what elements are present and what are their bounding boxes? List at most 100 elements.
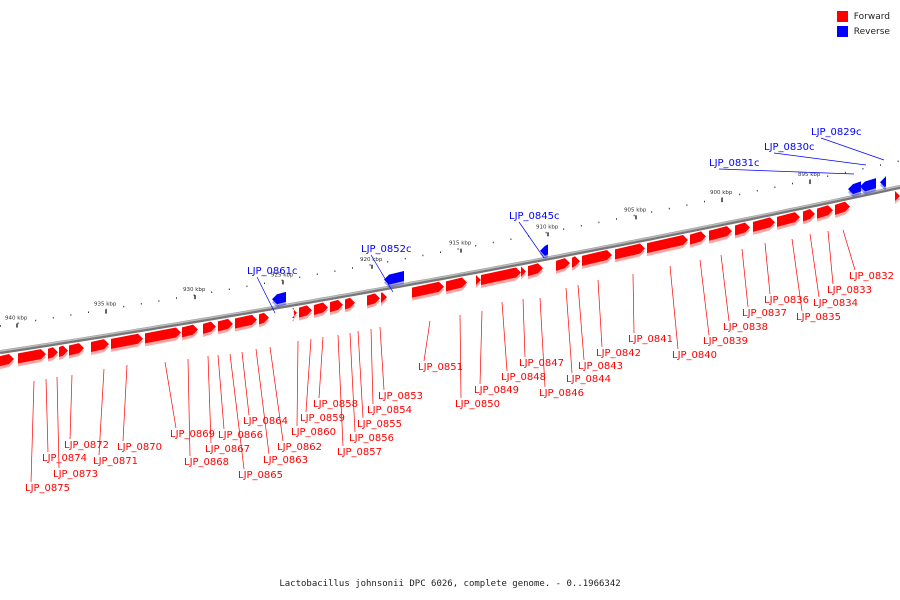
reverse-gene-label[interactable]: LJP_0852c: [361, 244, 412, 255]
forward-gene-label[interactable]: LJP_0874: [42, 453, 87, 464]
forward-gene-label[interactable]: LJP_0869: [170, 429, 215, 440]
forward-gene[interactable]: [48, 347, 58, 362]
forward-gene[interactable]: [615, 243, 645, 263]
forward-gene-label[interactable]: LJP_0833: [827, 285, 872, 296]
forward-gene-label[interactable]: LJP_0832: [849, 271, 894, 282]
forward-gene-label[interactable]: LJP_0834: [813, 298, 858, 309]
minor-tick: [0, 325, 1, 327]
forward-gene[interactable]: [817, 205, 833, 222]
forward-gene[interactable]: [18, 349, 46, 367]
reverse-gene-label[interactable]: LJP_0830c: [764, 142, 815, 153]
forward-gene[interactable]: [647, 235, 688, 257]
forward-gene[interactable]: [446, 277, 467, 295]
forward-gene[interactable]: [412, 281, 444, 301]
forward-gene-label[interactable]: LJP_0868: [184, 457, 229, 468]
forward-gene[interactable]: [0, 354, 14, 370]
forward-gene-label[interactable]: LJP_0841: [628, 334, 673, 345]
forward-gene-label[interactable]: LJP_0873: [53, 469, 98, 480]
forward-gene-label[interactable]: LJP_0840: [672, 350, 717, 361]
minor-tick: [299, 276, 301, 279]
forward-gene[interactable]: [753, 217, 775, 235]
forward-gene-label[interactable]: LJP_0839: [703, 336, 748, 347]
forward-gene-label[interactable]: LJP_0847: [519, 358, 564, 369]
forward-gene[interactable]: [330, 299, 343, 316]
forward-gene[interactable]: [235, 314, 257, 332]
forward-gene[interactable]: [59, 345, 68, 361]
reverse-gene-label[interactable]: LJP_0831c: [709, 158, 760, 169]
forward-gene[interactable]: [299, 305, 312, 321]
forward-gene[interactable]: [91, 339, 109, 356]
forward-gene-label[interactable]: LJP_0846: [539, 388, 584, 399]
forward-gene-label[interactable]: LJP_0850: [455, 399, 500, 410]
forward-gene[interactable]: [367, 293, 380, 309]
forward-gene-label[interactable]: LJP_0870: [117, 442, 162, 453]
reverse-gene[interactable]: [272, 291, 286, 308]
forward-gene[interactable]: [572, 256, 580, 271]
forward-gene-label[interactable]: LJP_0858: [313, 399, 358, 410]
forward-gene[interactable]: [476, 274, 481, 289]
forward-gene-label[interactable]: LJP_0871: [93, 456, 138, 467]
forward-gene[interactable]: [803, 209, 815, 225]
forward-gene[interactable]: [345, 297, 355, 313]
forward-gene-label[interactable]: LJP_0842: [596, 348, 641, 359]
forward-gene[interactable]: [381, 292, 387, 307]
forward-gene[interactable]: [735, 222, 750, 239]
forward-gene[interactable]: [690, 231, 706, 248]
forward-gene-label[interactable]: LJP_0854: [367, 405, 412, 416]
forward-gene-label[interactable]: LJP_0856: [349, 433, 394, 444]
forward-gene[interactable]: [218, 318, 233, 335]
forward-gene[interactable]: [556, 258, 570, 274]
reverse-gene[interactable]: [880, 176, 886, 191]
reverse-gene[interactable]: [384, 271, 404, 288]
forward-gene[interactable]: [111, 333, 143, 352]
forward-gene-label[interactable]: LJP_0867: [205, 444, 250, 455]
forward-gene[interactable]: [481, 267, 521, 288]
leader-line: [718, 168, 855, 175]
gene-body: [647, 235, 688, 254]
reverse-gene[interactable]: [540, 244, 548, 259]
forward-gene-label[interactable]: LJP_0862: [277, 442, 322, 453]
reverse-gene-label[interactable]: LJP_0861c: [247, 266, 298, 277]
forward-gene-label[interactable]: LJP_0851: [418, 362, 463, 373]
forward-gene[interactable]: [835, 201, 850, 218]
forward-gene[interactable]: [182, 324, 198, 341]
forward-gene-label[interactable]: LJP_0864: [243, 416, 288, 427]
forward-gene[interactable]: [69, 343, 84, 359]
forward-gene-label[interactable]: LJP_0863: [263, 455, 308, 466]
forward-gene[interactable]: [709, 226, 732, 244]
forward-gene-label[interactable]: LJP_0849: [474, 385, 519, 396]
forward-gene-label[interactable]: LJP_0860: [291, 427, 336, 438]
forward-gene[interactable]: [777, 212, 800, 230]
forward-gene[interactable]: [528, 263, 543, 280]
forward-gene-label[interactable]: LJP_0872: [64, 440, 109, 451]
forward-gene-label[interactable]: LJP_0859: [300, 413, 345, 424]
forward-gene-label[interactable]: LJP_0843: [578, 361, 623, 372]
forward-gene-label[interactable]: LJP_0853: [378, 391, 423, 402]
legend: Forward Reverse: [836, 9, 890, 39]
forward-gene-label[interactable]: LJP_0848: [501, 372, 546, 383]
forward-gene[interactable]: [582, 250, 612, 269]
gene-body: [111, 333, 143, 349]
forward-gene-label[interactable]: LJP_0836: [764, 295, 809, 306]
reverse-gene[interactable]: [848, 181, 861, 198]
forward-gene[interactable]: [292, 307, 297, 322]
forward-gene-label[interactable]: LJP_0855: [357, 419, 402, 430]
forward-gene[interactable]: [203, 321, 216, 337]
forward-gene-label[interactable]: LJP_0857: [337, 447, 382, 458]
reverse-gene-label[interactable]: LJP_0829c: [811, 127, 862, 138]
forward-gene-label[interactable]: LJP_0838: [723, 322, 768, 333]
forward-gene-label[interactable]: LJP_0875: [25, 483, 70, 494]
forward-gene-label[interactable]: LJP_0844: [566, 374, 611, 385]
forward-gene-label[interactable]: LJP_0835: [796, 312, 841, 323]
forward-gene-label[interactable]: LJP_0837: [742, 308, 787, 319]
leader-line: [459, 314, 462, 399]
forward-gene[interactable]: [521, 266, 526, 281]
forward-gene[interactable]: [895, 191, 900, 206]
forward-gene[interactable]: [259, 312, 269, 328]
forward-gene-label[interactable]: LJP_0865: [238, 470, 283, 481]
forward-gene-label[interactable]: LJP_0866: [218, 430, 263, 441]
forward-gene[interactable]: [145, 327, 181, 347]
reverse-gene-label[interactable]: LJP_0845c: [509, 211, 560, 222]
reverse-gene[interactable]: [860, 178, 876, 195]
forward-gene[interactable]: [314, 302, 328, 318]
